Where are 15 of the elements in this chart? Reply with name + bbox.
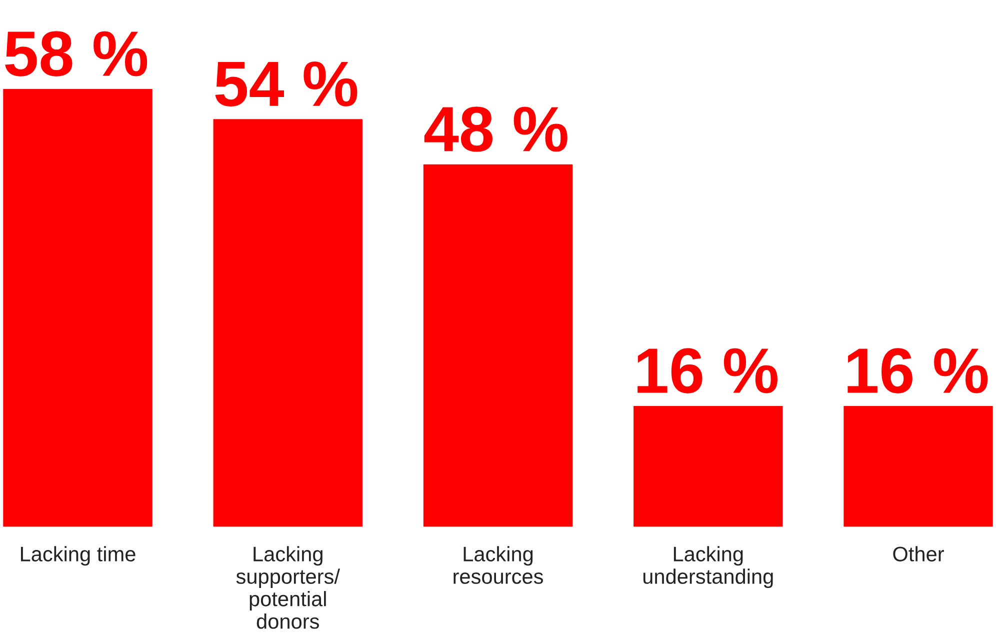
bar <box>213 119 362 527</box>
bar <box>423 164 573 527</box>
x-tick-label: Lacking resources <box>454 546 543 584</box>
bar <box>3 88 152 527</box>
data-label: 54 % <box>215 61 358 107</box>
data-label: 48 % <box>424 106 568 152</box>
bar <box>844 406 993 527</box>
x-tick-label: Lacking time <box>20 546 136 566</box>
x-tick-label: Lacking supporters/ potential donors <box>236 546 340 629</box>
x-tick-label: Other <box>893 546 944 562</box>
data-label: 16 % <box>638 348 778 394</box>
bar <box>634 406 783 527</box>
x-tick-label: Lacking understanding <box>643 546 773 588</box>
data-label: 16 % <box>848 348 988 394</box>
data-label: 58 % <box>5 31 148 76</box>
